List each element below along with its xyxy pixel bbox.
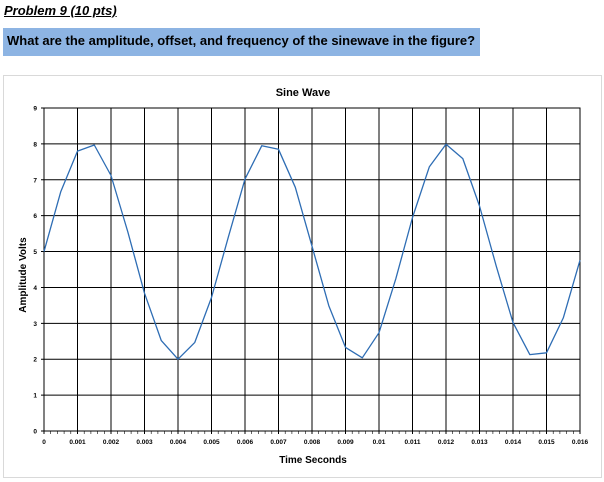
question-highlight: What are the amplitude, offset, and freq… xyxy=(3,28,480,56)
y-tick-label: 4 xyxy=(33,285,37,292)
y-tick-label: 8 xyxy=(33,141,37,148)
question-text: What are the amplitude, offset, and freq… xyxy=(7,33,476,48)
y-tick-label: 9 xyxy=(33,106,37,113)
y-tick-label: 6 xyxy=(33,213,37,220)
x-tick-label: 0.008 xyxy=(304,439,321,446)
x-tick-label: 0.003 xyxy=(136,439,153,446)
x-tick-label: 0.007 xyxy=(270,439,287,446)
y-tick-label: 3 xyxy=(33,321,37,328)
sine-wave-chart: Sine Wave 0 0.001 0.002 0.003 0.004 0.005 0.00… xyxy=(18,87,589,466)
chart-title: Sine Wave xyxy=(276,87,331,99)
tick-labels: 0 0.001 0.002 0.003 0.004 0.005 0.006 0.007 0.00… xyxy=(33,106,588,447)
x-tick-label: 0.011 xyxy=(405,439,421,446)
x-tick-label: 0.006 xyxy=(237,439,254,446)
y-tick-label: 2 xyxy=(33,357,37,364)
y-tick-label: 0 xyxy=(33,429,37,436)
x-tick-label: 0.012 xyxy=(438,439,455,446)
x-tick-label: 0 xyxy=(42,439,46,446)
x-tick-label: 0.013 xyxy=(471,439,488,446)
y-tick-label: 5 xyxy=(33,249,37,256)
plot-border xyxy=(43,107,581,432)
x-tick-label: 0.005 xyxy=(203,439,220,446)
chart-area: Sine Wave 0 0.001 0.002 0.003 0.004 0.005 0.00… xyxy=(3,75,602,478)
x-tick-label: 0.004 xyxy=(170,439,187,446)
problem-header: Problem 9 (10 pts) xyxy=(4,3,117,18)
x-tick-label: 0.01 xyxy=(373,439,386,446)
y-axis-label: Amplitude Volts xyxy=(18,237,29,313)
y-tick-label: 1 xyxy=(33,393,37,400)
grid xyxy=(41,107,581,434)
x-tick-label: 0.015 xyxy=(538,439,555,446)
x-tick-label: 0.014 xyxy=(505,439,522,446)
series-layer xyxy=(43,143,581,360)
x-tick-label: 0.002 xyxy=(103,439,120,446)
x-tick-label: 0.009 xyxy=(337,439,354,446)
x-tick-label: 0.016 xyxy=(572,439,589,446)
x-axis-label: Time Seconds xyxy=(279,455,347,466)
sine-wave-series-line xyxy=(43,143,581,360)
x-tick-label: 0.001 xyxy=(69,439,86,446)
y-tick-label: 7 xyxy=(33,177,37,184)
